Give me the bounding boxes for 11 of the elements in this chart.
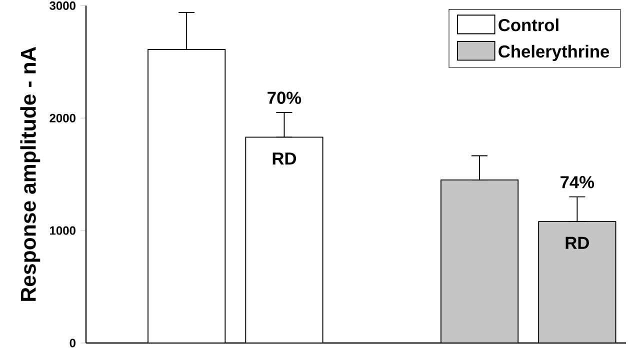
annotation: RD — [566, 236, 589, 249]
y-tick-label: 2000 — [50, 114, 76, 122]
y-tick-label: 1000 — [50, 226, 76, 235]
legend-label: Chelerythrine — [498, 44, 610, 62]
y-tick-label: 0 — [70, 338, 76, 348]
y-tick-label: 3000 — [50, 1, 76, 10]
annotation: RD — [272, 152, 296, 165]
y-axis-title: Response amplitude - nA — [20, 46, 40, 301]
annotation: 74% — [560, 176, 594, 188]
annotation: 70% — [268, 92, 302, 104]
legend-label: Control — [498, 18, 558, 32]
